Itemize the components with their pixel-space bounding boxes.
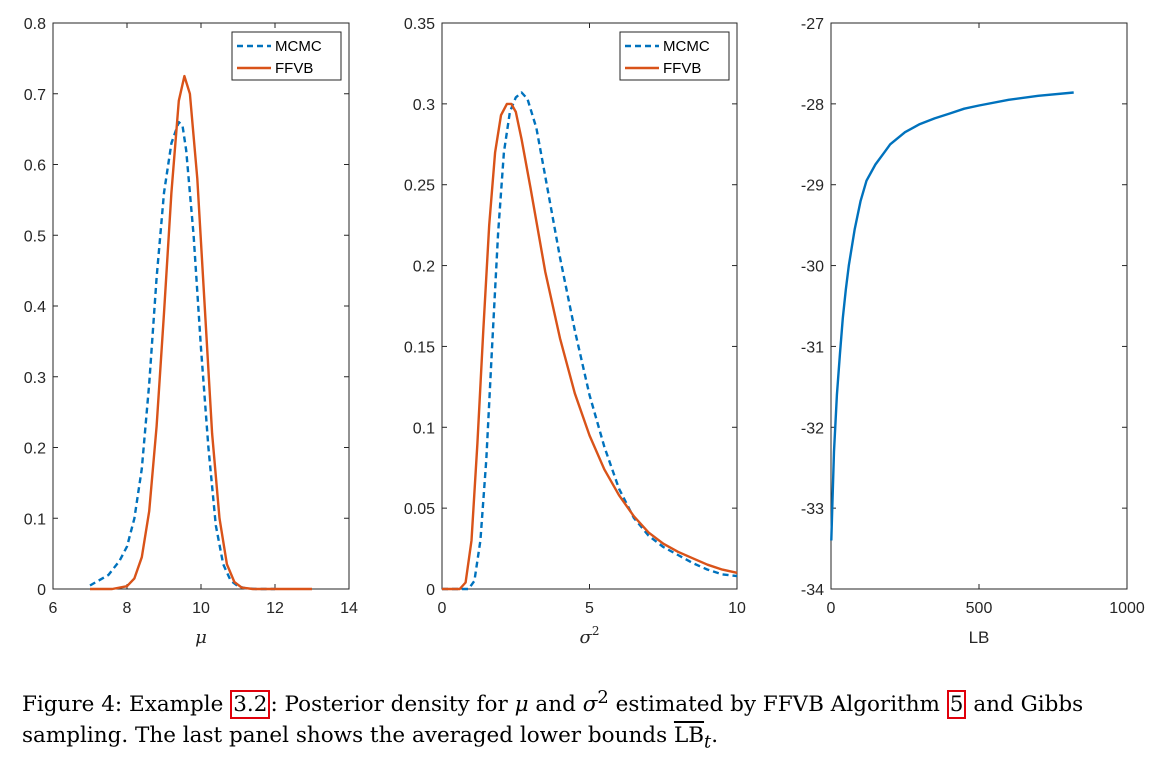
y-tick-label: -31 [801,339,824,356]
x-axis-label-superscript: 2 [592,624,600,638]
figure-panels: 0 0.1 0.2 0.3 0.4 0.5 0.6 0.7 0.8 6 8 10 12 14 μ MCMC FF… [24,16,1145,648]
y-tick-label: -34 [801,582,824,599]
y-tick-label: -32 [801,420,824,437]
algorithm-ref-link[interactable]: 5 [946,690,967,720]
x-axis-label: σ2 [580,624,600,648]
y-tick-label: 0.7 [24,87,46,104]
y-tick-label: -28 [801,97,824,114]
y-tick-label: 0.25 [404,178,435,195]
y-tick-label: -33 [801,501,824,518]
legend-label-ffvb: FFVB [275,60,313,77]
caption-mu-symbol: μ [514,692,529,718]
axes-box [52,22,350,590]
y-tick-label: 0.2 [413,259,435,276]
x-tick-label: 10 [192,600,210,617]
series-line-ffvb [90,74,312,591]
chart-panel-3: -34 -33 -32 -31 -30 -29 -28 -27 0 500 1000 LB [801,16,1145,647]
x-axis-label: μ [195,627,207,648]
x-tick-label: 500 [966,600,993,617]
x-tick-label: 14 [340,600,358,617]
x-tick-label: 1000 [1109,600,1145,617]
y-tick-label: 0.6 [24,158,46,175]
y-tick-label: 0 [426,582,435,599]
caption-figure-label: Figure 4: [22,692,123,718]
x-tick-label: 0 [827,600,836,617]
y-tick-label: 0 [37,582,46,599]
y-tick-label: -30 [801,259,824,276]
legend-box [231,31,342,81]
y-tick-label: 0.2 [24,441,46,458]
caption-lb-sub: t [704,731,712,753]
caption-text-6: . [711,723,719,749]
caption-text-4: estimated by FFVB Algorithm [615,692,940,718]
x-tick-label: 12 [266,600,284,617]
legend-box [619,31,730,81]
series-line-mcmc [89,120,275,591]
x-tick-label: 0 [438,600,447,617]
caption-lb-symbol: LB [673,723,705,749]
caption-text-2: : Posterior density for [270,692,508,718]
x-tick-label: 6 [49,600,58,617]
chart-panel-2: 0 0.05 0.1 0.15 0.2 0.25 0.3 0.35 0 5 10 σ2 MCMC FFVB [404,16,746,648]
series-line-mcmc [442,91,738,591]
x-tick-label: 8 [123,600,132,617]
y-tick-label: 0.1 [413,420,435,437]
axes-box [441,22,738,590]
x-tick-label: 10 [728,600,746,617]
caption-text-3: and [535,692,576,718]
y-tick-label: 0.15 [404,339,435,356]
y-tick-label: 0.5 [24,228,46,245]
caption-sigma-sup: 2 [597,687,609,708]
example-ref-link[interactable]: 3.2 [230,690,271,720]
legend-label-mcmc: MCMC [663,38,710,55]
y-tick-label: 0.1 [24,511,46,528]
caption-text-5: and Gibbs sampling. The last panel shows… [22,692,1084,749]
y-tick-label: 0.3 [24,370,46,387]
axes-box [830,22,1128,590]
chart-panel-1: 0 0.1 0.2 0.3 0.4 0.5 0.6 0.7 0.8 6 8 10 12 14 μ MCMC FF… [24,16,358,648]
y-tick-label: 0.05 [404,501,435,518]
y-tick-label: -27 [801,16,824,33]
y-tick-label: -29 [801,178,824,195]
series-line-ffvb [442,102,738,591]
figure-caption: Figure 4: Example 3.2: Posterior density… [22,682,1150,757]
series-line-lb [830,91,1074,541]
y-tick-label: 0.4 [24,299,46,316]
caption-sigma-symbol: σ [582,692,598,718]
legend: MCMC FFVB [231,31,342,81]
legend: MCMC FFVB [619,31,730,81]
legend-label-ffvb: FFVB [663,60,701,77]
x-axis-label: LB [969,628,990,647]
x-tick-label: 5 [585,600,594,617]
caption-text-1: Example [129,692,224,718]
legend-label-mcmc: MCMC [275,38,322,55]
y-tick-label: 0.8 [24,16,46,33]
y-tick-label: 0.3 [413,97,435,114]
y-tick-label: 0.35 [404,16,435,33]
